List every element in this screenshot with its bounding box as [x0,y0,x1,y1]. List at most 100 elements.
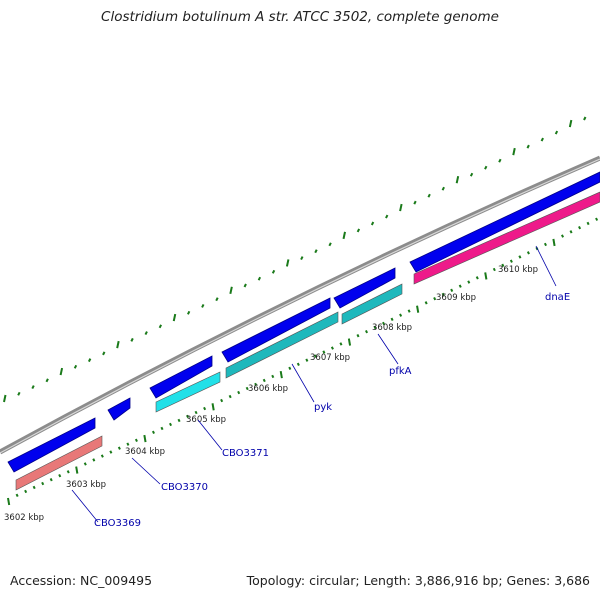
gc-content-tick [271,269,276,274]
gene-label[interactable]: CBO3371 [222,448,269,459]
gc-content-tick [285,259,290,267]
scale-tick [271,374,275,379]
gc-content-tick [568,119,573,128]
scale-label: 3604 kbp [125,447,165,457]
gc-content-tick [215,297,219,302]
forward-cds-block [149,355,213,399]
accession-label: Accession: NC_009495 [10,573,153,588]
scale-tick [134,438,138,442]
gene-label[interactable]: CBO3369 [94,518,141,529]
scale-tick [322,350,326,354]
gc-content-tick [342,231,346,240]
scale-tick [586,221,590,226]
scale-tick [194,410,198,415]
gc-content-tick [201,304,205,308]
scale-tick [177,418,181,423]
backbone-line [0,155,600,455]
scale-tick [450,288,454,293]
scale-tick [578,225,582,230]
scale-tick [475,276,479,280]
gc-content-tick [455,175,460,184]
scale-tick [245,386,249,391]
reverse-feature-block [341,283,403,325]
gc-content-tick [73,364,78,369]
gc-content-tick [385,214,389,219]
scale-tick [424,301,428,305]
scale-tick [569,230,573,234]
scale-tick [160,426,164,431]
gene-leader-line [197,419,223,451]
gc-content-tick [583,116,587,121]
scale-tick [262,378,266,383]
gene-leader-line [131,457,161,485]
gc-content-tick [130,337,134,342]
scale-tick [484,272,488,280]
gc-content-tick [31,385,35,389]
scale-tick [92,458,96,462]
gc-content-tick [229,286,233,295]
forward-cds-block [409,171,600,273]
gc-content-tick [187,310,191,315]
scale-tick [109,450,113,454]
gc-content-tick [17,391,21,396]
scale-tick [41,481,45,486]
scale-tick [561,234,565,238]
gc-content-tick [370,221,375,226]
gc-content-tick [512,147,516,156]
scale-tick [492,267,496,272]
scale-tick [66,470,70,474]
scale-tick [305,358,309,362]
scale-tick [169,422,173,427]
reverse-feature-block [155,371,221,413]
scale-tick [509,259,513,263]
gc-content-tick [102,351,106,356]
scale-tick [339,342,343,346]
gc-content-tick [45,378,49,383]
forward-cds-block [107,397,131,421]
scale-tick [15,493,19,498]
scale-tick [126,442,130,446]
scale-tick [526,251,530,255]
scale-tick [58,474,62,478]
forward-cds-block [221,297,331,363]
scale-tick [228,394,232,399]
scale-tick [32,485,36,490]
forward-cds-block [7,417,96,473]
scale-tick [595,217,599,221]
scale-tick [186,414,190,419]
scale-tick [365,329,369,334]
scale-tick [416,305,420,313]
scale-tick [399,313,403,317]
gene-label[interactable]: pyk [314,402,332,413]
scale-label: 3608 kbp [372,323,412,333]
gc-content-tick [399,203,403,212]
scale-tick [117,446,121,450]
scale-label: 3606 kbp [248,384,288,394]
scale-tick [373,325,377,330]
gc-content-tick [427,193,431,198]
scale-tick [254,382,258,387]
gc-content-tick [59,367,64,376]
gene-leader-line [291,363,315,403]
scale-tick [330,346,334,350]
scale-tick [543,242,547,247]
scale-tick [49,477,53,482]
gene-label[interactable]: pfkA [389,366,412,377]
scale-tick [203,406,207,411]
gene-label[interactable]: dnaE [545,292,570,303]
gc-content-tick [116,340,120,349]
scale-label: 3610 kbp [498,265,538,275]
gc-content-tick [158,324,163,329]
gene-leader-line [535,245,557,287]
gc-content-tick [526,144,530,149]
scale-label: 3602 kbp [4,513,44,523]
scale-tick [441,292,445,297]
gene-label[interactable]: CBO3370 [161,482,208,493]
scale-tick [220,398,224,403]
gc-content-tick [172,313,177,322]
scale-tick [552,238,556,247]
gc-content-tick [469,172,474,177]
scale-tick [382,321,386,326]
scale-tick [313,354,317,358]
